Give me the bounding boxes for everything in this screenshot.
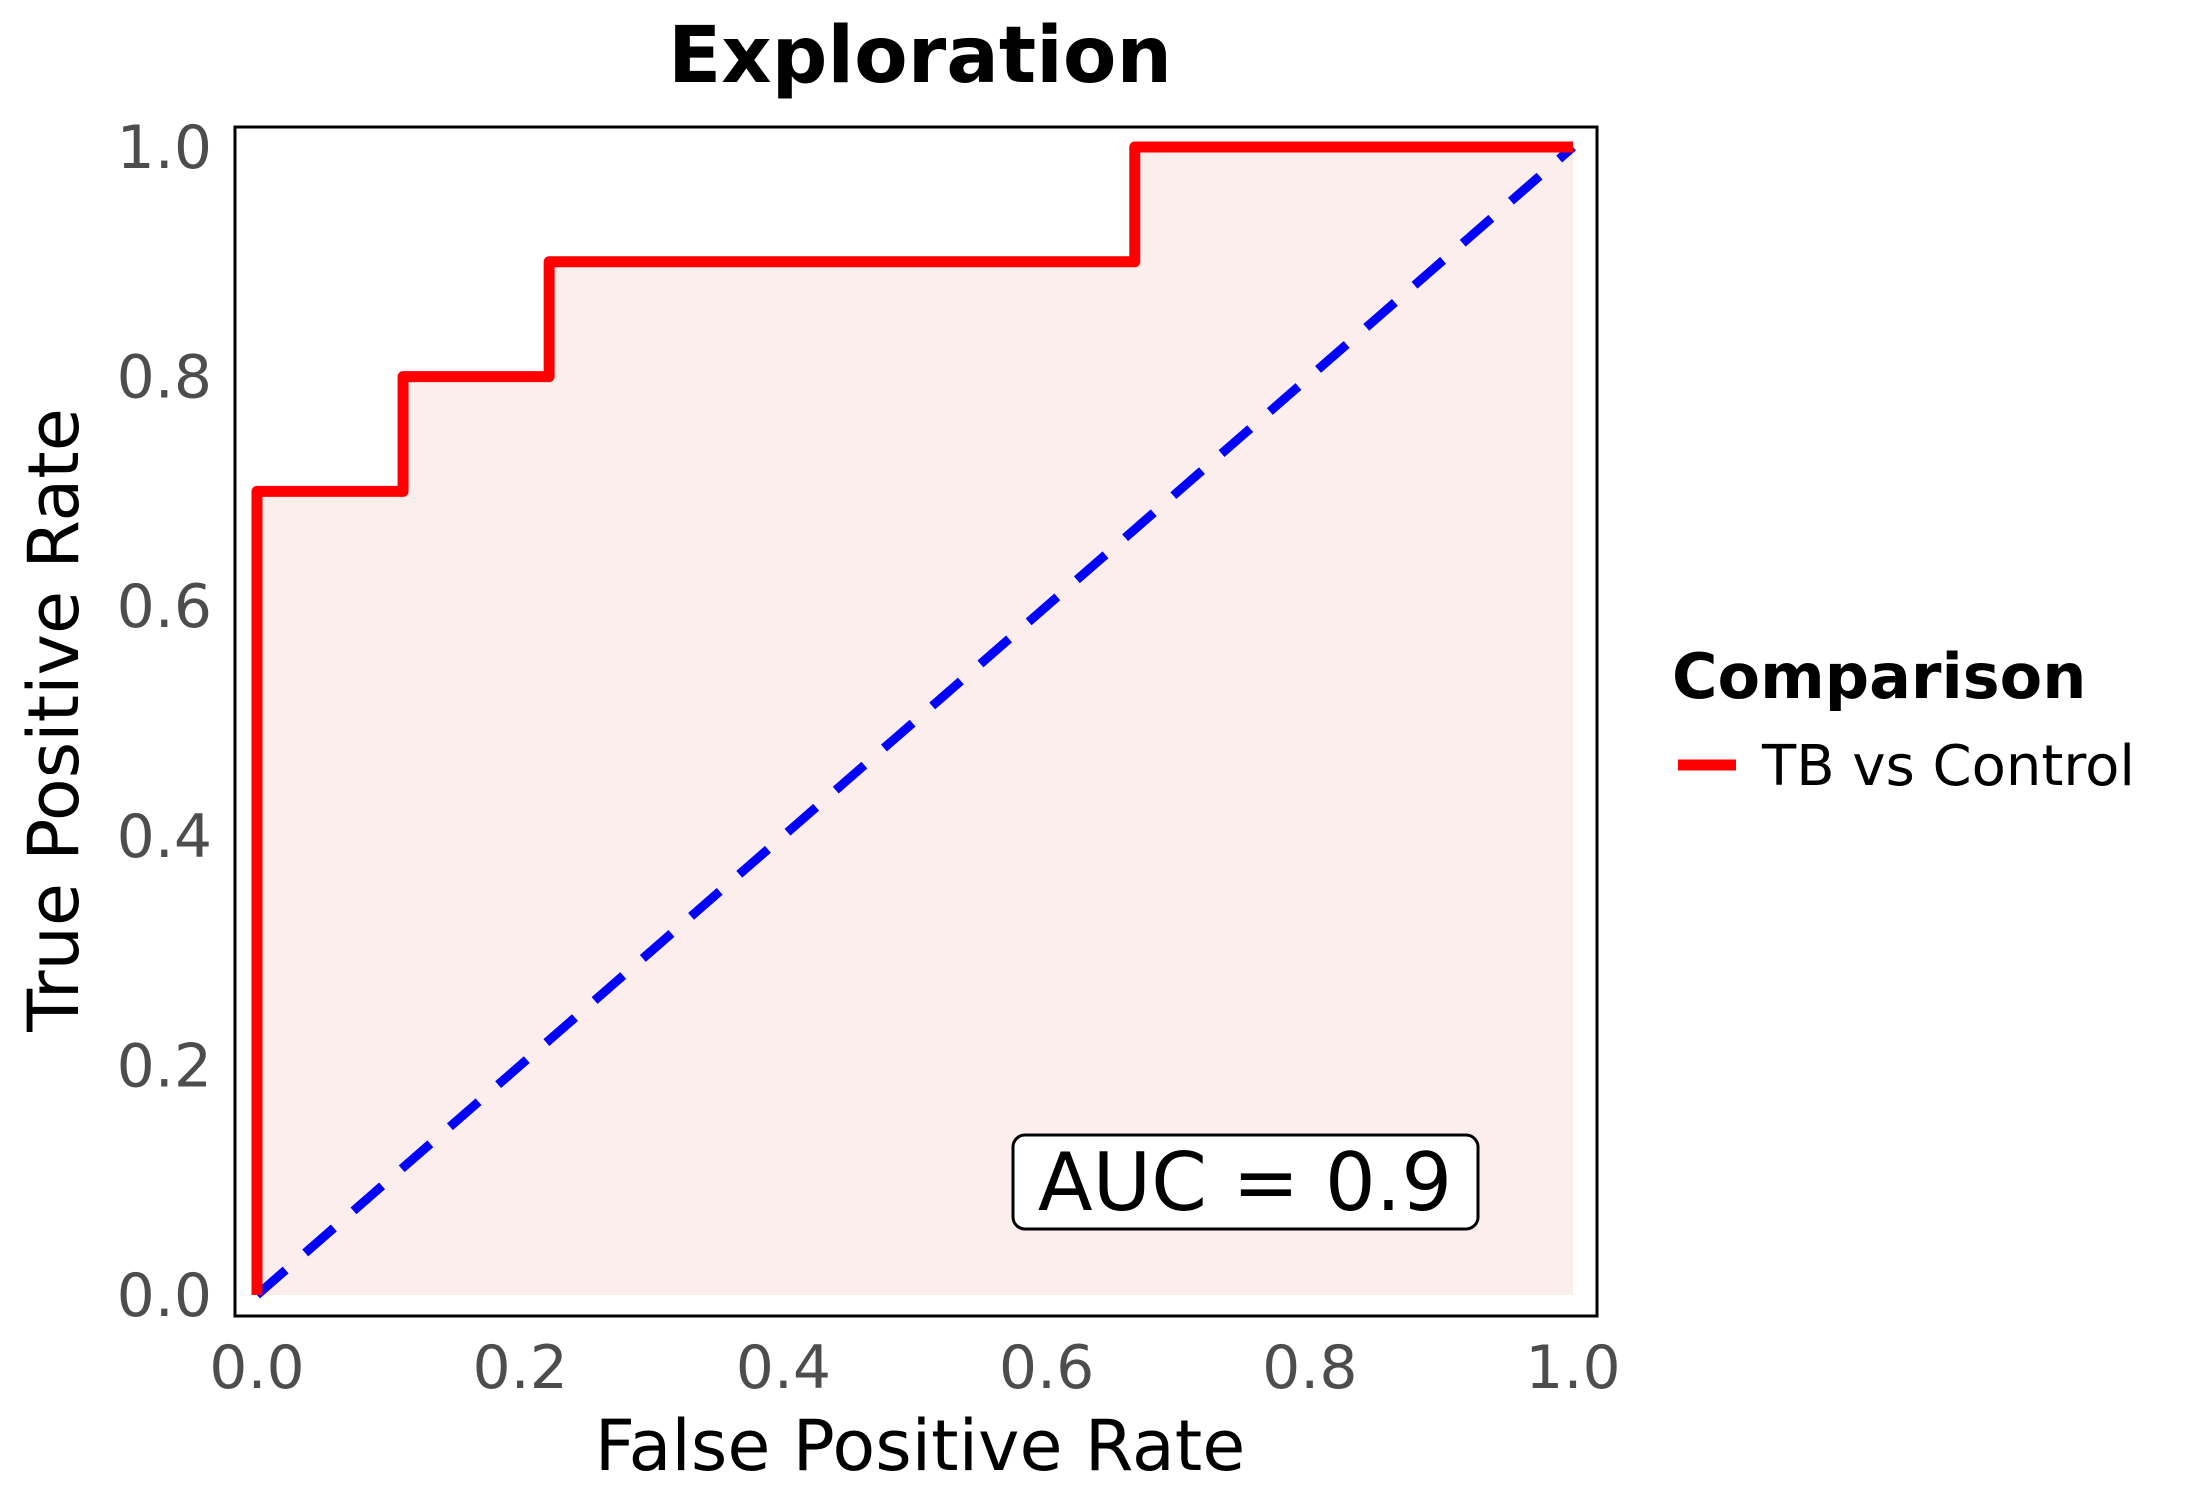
auc-annotation-text: AUC = 0.9 xyxy=(1038,1136,1452,1229)
y-axis-ticks: 0.0 0.2 0.4 0.6 0.8 1.0 xyxy=(117,113,212,1331)
x-tick-label: 0.0 xyxy=(209,1333,304,1403)
x-axis-title: False Positive Rate xyxy=(595,1405,1246,1487)
legend-title: Comparison xyxy=(1672,640,2086,713)
auc-label: AUC = xyxy=(1038,1136,1325,1229)
y-tick-label: 0.6 xyxy=(117,572,212,642)
legend: Comparison TB vs Control xyxy=(1672,640,2135,799)
y-tick-label: 1.0 xyxy=(117,113,212,183)
x-axis-ticks: 0.0 0.2 0.4 0.6 0.8 1.0 xyxy=(209,1333,1620,1403)
x-tick-label: 0.4 xyxy=(736,1333,831,1403)
y-tick-label: 0.0 xyxy=(117,1261,212,1331)
x-tick-label: 0.2 xyxy=(472,1333,567,1403)
x-tick-label: 0.6 xyxy=(999,1333,1094,1403)
auc-value: 0.9 xyxy=(1325,1136,1452,1229)
diagonal-reference-line xyxy=(254,143,1576,1299)
x-tick-label: 0.8 xyxy=(1262,1333,1357,1403)
auc-annotation-box xyxy=(1011,1133,1480,1231)
y-axis-title: True Positive Rate xyxy=(13,408,95,1033)
plot-area xyxy=(233,125,1599,1318)
roc-curve-tb-vs-control xyxy=(251,141,1573,1295)
x-tick-label: 1.0 xyxy=(1525,1333,1620,1403)
y-tick-label: 0.8 xyxy=(117,343,212,413)
legend-label-tb-vs-control: TB vs Control xyxy=(1761,734,2135,799)
auc-annotation: AUC = 0.9 xyxy=(1011,1133,1480,1231)
chart-title: Exploration xyxy=(668,11,1172,101)
y-tick-label: 0.2 xyxy=(117,1031,212,1101)
y-tick-label: 0.4 xyxy=(117,802,212,872)
plot-panel-border xyxy=(233,125,1599,1318)
